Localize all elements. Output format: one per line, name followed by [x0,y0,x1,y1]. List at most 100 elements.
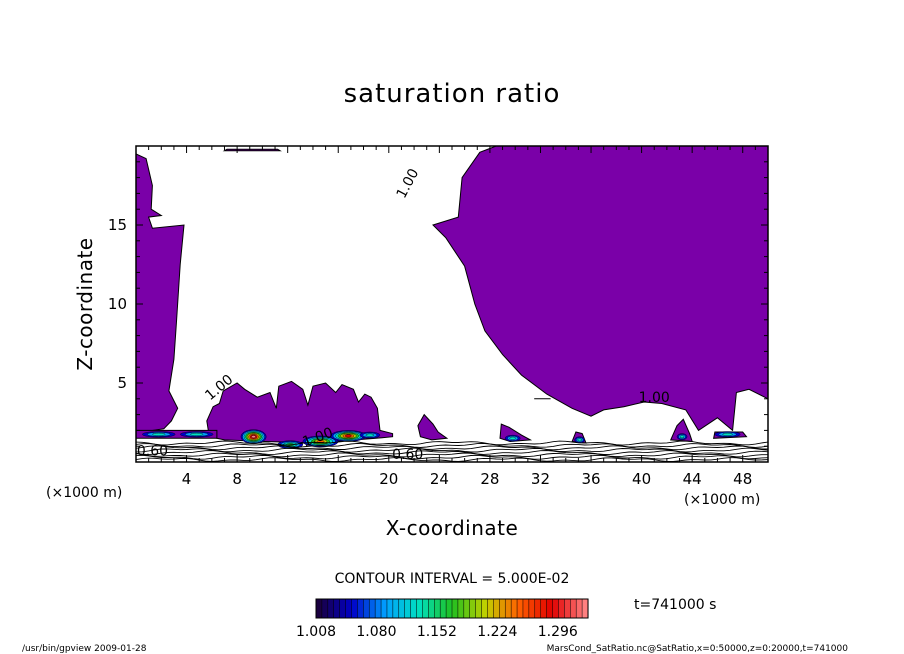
colorbar-band [546,598,554,619]
colorbar-band [357,598,364,619]
footer-left: /usr/bin/gpview 2009-01-28 [22,644,147,654]
colorbar-band [469,598,477,619]
contour-line-4 [136,447,768,453]
colorbar-band [570,598,577,619]
colorbar-tick-labels: 1.008 1.080 1.152 1.224 1.296 [296,624,578,640]
y-tick-label: 5 [117,374,127,392]
colorbar-band [321,598,329,619]
colorbar-band [516,598,524,619]
colorbar-band [363,598,370,619]
cloud-core-2-level-6 [345,434,352,438]
fill-left-column [136,153,185,462]
colorbar-band [552,598,559,619]
colorbar-band [339,598,347,619]
colorbar-band [463,598,471,619]
colorbar-band [386,598,394,619]
colorbar-band [434,598,441,619]
colorbar-band [374,598,382,619]
contour-label-4: 0.60 [392,447,423,463]
x-tick-label: 20 [379,470,398,488]
x-unit-label: (×1000 m) [684,492,760,508]
colorbar-band [315,598,323,619]
cloud-core-8-level-2 [577,438,582,442]
contour-label-0: 1.00 [394,166,423,201]
colorbar-band [510,598,518,619]
colorbar-band [581,598,589,619]
colorbar-band [522,598,530,619]
contour-line-2 [136,452,768,458]
x-tick-label: 24 [430,470,449,488]
colorbar-band [481,598,489,619]
contour-line-6 [136,442,768,448]
colorbar-band [558,598,565,619]
x-tick-label: 28 [480,470,499,488]
colorbar-band [475,598,483,619]
x-tick-label: 36 [581,470,600,488]
colorbar-band [540,598,548,619]
cloud-contours [142,429,741,449]
x-tick-label: 8 [232,470,242,488]
colorbar-band [439,598,447,619]
y-tick-label: 10 [108,295,127,313]
colorbar-band [534,598,542,619]
colorbar-band [333,598,341,619]
colorbar-band [422,598,429,619]
saturated-region [136,146,768,462]
colorbar-band [392,598,400,619]
colorbar-band [493,598,500,619]
x-tick-label: 16 [329,470,348,488]
time-label: t=741000 s [634,597,716,613]
colorbar-band [487,598,494,619]
colorbar-band [404,598,412,619]
colorbar-tick-label: 1.008 [296,624,336,640]
cloud-core-4-level-2 [152,432,166,436]
cloud-core-6-level-2 [365,433,375,437]
x-axis-label: X-coordinate [386,516,519,540]
x-tick-label: 44 [683,470,702,488]
y-tick-label: 15 [108,216,127,234]
colorbar-tick-label: 1.296 [538,624,578,640]
x-tick-label: 48 [733,470,752,488]
colorbar-band [445,598,453,619]
colorbar-band [504,598,512,619]
x-tick-label: 40 [632,470,651,488]
contour-label-3: 0.60 [137,444,168,460]
colorbar-frame [315,598,589,619]
contour-line-3 [136,450,768,456]
cloud-core-10-level-2 [722,432,733,436]
colorbar-band [380,598,388,619]
x-tick-label: 12 [278,470,297,488]
cloud-core-9-level-2 [679,435,685,439]
colorbar [315,598,589,619]
x-tick-label: 32 [531,470,550,488]
colorbar-tick-label: 1.152 [417,624,457,640]
contour-interval-text: CONTOUR INTERVAL = 5.000E-02 [335,571,570,587]
colorbar-band [451,598,459,619]
colorbar-band [327,598,335,619]
contour-line-7 [136,440,768,446]
z-unit-label: (×1000 m) [46,485,122,501]
colorbar-band [528,598,536,619]
contour-label-2: 1.00 [639,390,670,406]
colorbar-band [416,598,423,619]
cloud-core-0-level-7 [251,435,256,439]
footer-right: MarsCond_SatRatio.nc@SatRatio,x=0:50000,… [547,644,849,654]
colorbar-band [351,598,358,619]
colorbar-band [457,598,465,619]
colorbar-band [499,598,506,619]
fill-middle-clouds [206,380,394,444]
colorbar-band [345,598,353,619]
cloud-core-7-level-2 [509,436,516,440]
contour-line-5 [136,445,768,451]
colorbar-band [428,598,435,619]
chart-title: saturation ratio [344,79,561,109]
colorbar-tick-label: 1.224 [477,624,517,640]
cloud-core-5-level-2 [189,432,204,436]
colorbar-band [575,598,583,619]
colorbar-band [564,598,571,619]
fill-top-strip [222,148,282,152]
fill-right-mass [432,146,768,432]
colorbar-band [398,598,406,619]
